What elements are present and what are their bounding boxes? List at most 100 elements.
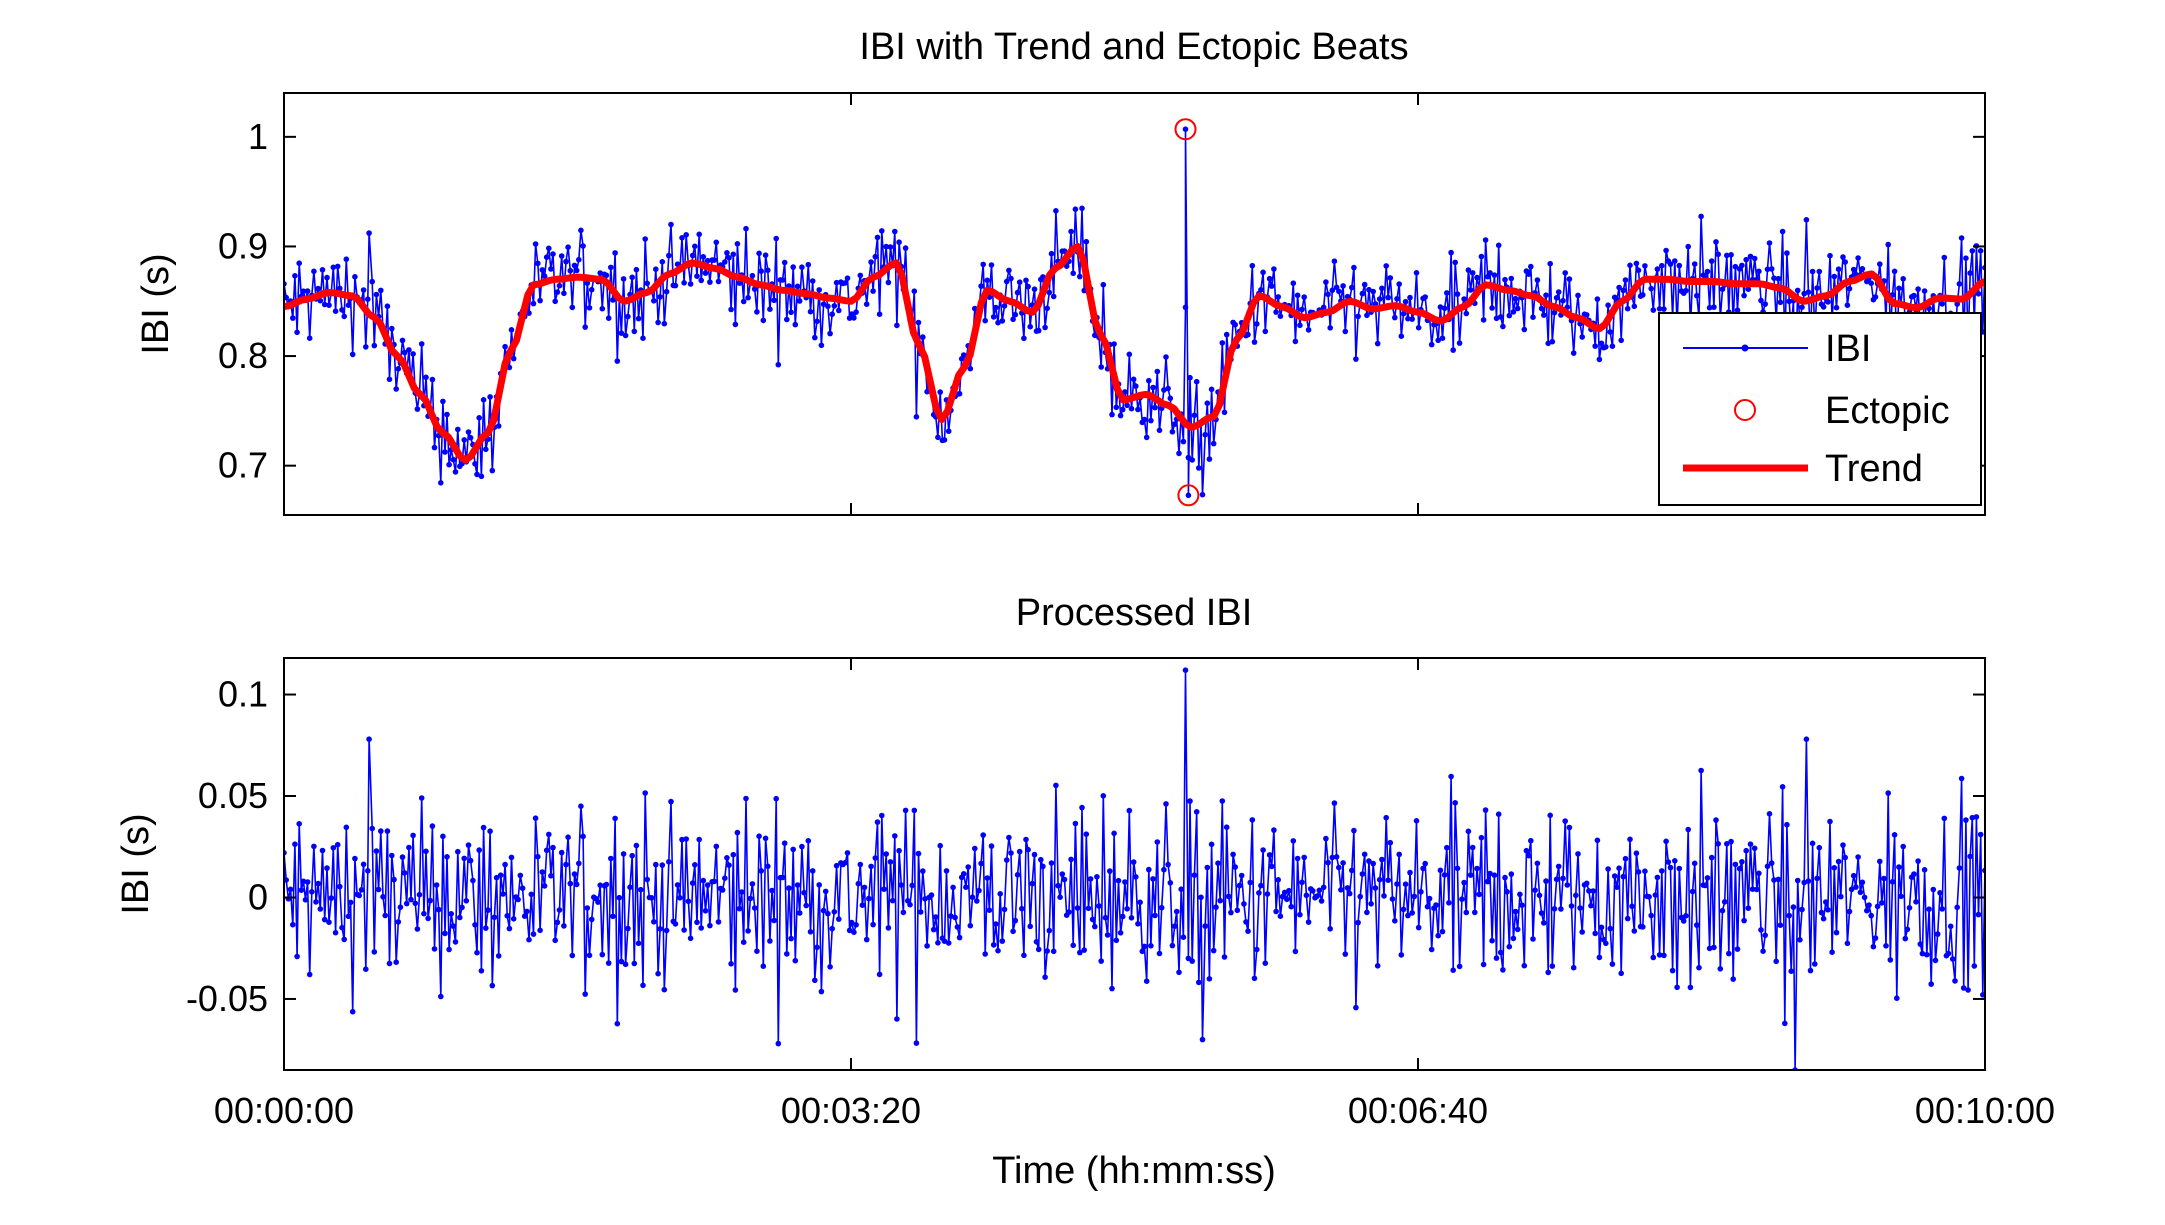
processed-point xyxy=(548,873,554,879)
processed-point xyxy=(1891,832,1898,838)
processed-point xyxy=(347,899,354,906)
ibi-point xyxy=(1831,273,1838,280)
ibi-point xyxy=(1452,259,1458,266)
processed-point xyxy=(1290,838,1297,844)
ibi-point xyxy=(1325,291,1331,298)
processed-point xyxy=(651,919,657,925)
ibi-point xyxy=(317,297,324,304)
processed-point xyxy=(1450,967,1456,973)
ibi-point xyxy=(1624,305,1631,312)
ibi-point xyxy=(885,279,892,286)
processed-point xyxy=(1620,873,1627,880)
ibi-point xyxy=(294,329,300,336)
processed-point xyxy=(1728,838,1734,845)
ibi-point xyxy=(1135,406,1141,413)
processed-point xyxy=(1747,841,1754,847)
ibi-point xyxy=(1794,287,1801,294)
processed-point xyxy=(1534,860,1541,867)
ibi-point xyxy=(736,280,743,286)
ibi-point xyxy=(868,259,874,265)
processed-point xyxy=(1409,910,1415,916)
processed-point xyxy=(1176,969,1182,976)
ibi-point xyxy=(794,283,801,290)
processed-point xyxy=(1372,885,1379,891)
processed-point xyxy=(1141,943,1148,950)
ibi-point xyxy=(1206,456,1213,462)
ibi-point xyxy=(1461,296,1467,302)
processed-point xyxy=(561,923,567,929)
ibi-point xyxy=(1534,277,1541,283)
processed-point xyxy=(1850,872,1857,879)
ibi-point xyxy=(1351,264,1357,271)
processed-point xyxy=(1161,866,1167,873)
ibi-point xyxy=(483,446,489,453)
processed-point xyxy=(963,884,969,890)
processed-point xyxy=(694,919,700,926)
ibi-point xyxy=(300,288,307,295)
processed-point xyxy=(889,897,896,904)
ibi-point xyxy=(1210,440,1217,447)
processed-point xyxy=(1366,858,1372,864)
processed-point xyxy=(1113,937,1120,944)
ibi-point xyxy=(1915,286,1921,292)
ibi-point xyxy=(1506,312,1513,319)
processed-point xyxy=(633,842,640,849)
processed-point xyxy=(1385,877,1391,883)
processed-point xyxy=(431,946,438,952)
processed-point xyxy=(909,882,915,889)
processed-point xyxy=(1130,859,1137,865)
processed-point xyxy=(569,952,576,959)
ibi-point xyxy=(1605,302,1611,309)
ibi-point xyxy=(1603,344,1609,350)
ibi-point xyxy=(1251,339,1258,345)
ibi-point xyxy=(1607,329,1613,335)
ibi-point xyxy=(603,272,610,279)
processed-point xyxy=(1586,888,1592,894)
processed-point xyxy=(1971,963,1978,969)
processed-point xyxy=(986,907,993,913)
ibi-point xyxy=(666,252,672,259)
ibi-point xyxy=(1031,286,1038,293)
processed-point xyxy=(738,889,745,895)
processed-point xyxy=(1476,891,1482,898)
ibi-point xyxy=(1355,313,1361,320)
processed-point xyxy=(1779,784,1786,790)
processed-point xyxy=(765,863,771,870)
ibi-point xyxy=(546,245,552,252)
processed-point xyxy=(1048,860,1055,866)
legend-ectopic-label: Ectopic xyxy=(1825,390,1950,432)
processed-point xyxy=(614,1020,621,1027)
ibi-point xyxy=(1734,307,1741,314)
processed-point xyxy=(747,895,754,902)
ibi-point xyxy=(1706,304,1713,311)
processed-point xyxy=(1894,995,1900,1001)
processed-point xyxy=(1648,912,1654,919)
processed-point xyxy=(1607,925,1613,932)
processed-point xyxy=(543,847,550,854)
processed-point xyxy=(1405,912,1411,919)
processed-point xyxy=(1952,978,1958,984)
ibi-point xyxy=(1400,310,1407,317)
top-y-tick-label: 0.9 xyxy=(218,225,268,266)
processed-point xyxy=(1163,801,1169,807)
ibi-point xyxy=(588,286,595,293)
top-subplot: IBI with Trend and Ectopic Beats 0.70.80… xyxy=(135,26,1986,516)
ibi-point xyxy=(311,268,317,275)
processed-point xyxy=(857,861,864,868)
processed-point xyxy=(1042,974,1048,980)
ibi-point xyxy=(1329,287,1336,294)
processed-point xyxy=(1977,831,1984,838)
processed-point xyxy=(1523,847,1530,854)
bottom-y-tick-label: 0.1 xyxy=(218,674,268,715)
processed-point xyxy=(296,821,303,827)
processed-point xyxy=(1346,890,1353,897)
ibi-point xyxy=(373,291,380,298)
ibi-point xyxy=(1868,280,1874,287)
processed-point xyxy=(433,882,440,888)
bottom-axes-box xyxy=(283,657,1986,1071)
ibi-point xyxy=(339,307,345,313)
processed-point xyxy=(1234,907,1241,914)
processed-point xyxy=(659,862,666,868)
processed-point xyxy=(535,853,541,860)
processed-point xyxy=(1426,895,1433,902)
